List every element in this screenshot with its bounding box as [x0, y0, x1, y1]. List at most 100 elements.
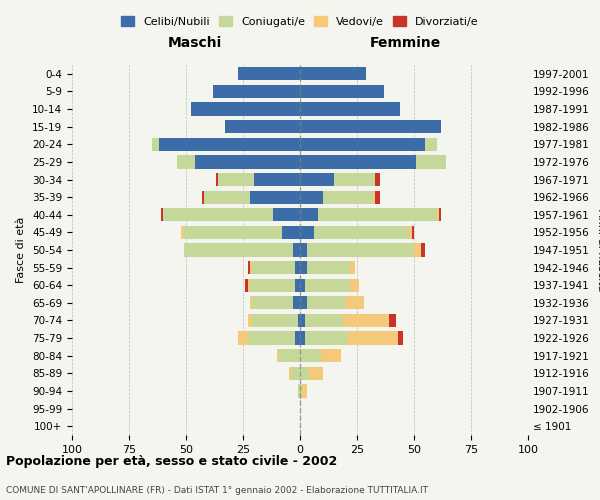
Bar — [248, 278, 250, 292]
Bar — [307, 261, 350, 274]
Bar — [184, 226, 282, 239]
Bar — [191, 102, 300, 116]
Bar — [295, 261, 300, 274]
Bar — [373, 190, 375, 204]
Y-axis label: Fasce di età: Fasce di età — [16, 217, 26, 283]
Text: Popolazione per età, sesso e stato civile - 2002: Popolazione per età, sesso e stato civil… — [6, 454, 337, 468]
Bar — [300, 261, 307, 274]
Bar — [250, 278, 295, 292]
Bar — [254, 173, 300, 186]
Bar — [305, 278, 350, 292]
Bar — [300, 366, 309, 380]
Bar — [375, 173, 380, 186]
Bar — [346, 296, 364, 310]
Bar — [298, 314, 300, 327]
Bar — [202, 190, 204, 204]
Bar — [389, 314, 396, 327]
Bar — [177, 156, 195, 168]
Bar — [163, 208, 272, 222]
Bar — [238, 67, 300, 80]
Bar — [250, 190, 300, 204]
Bar — [291, 366, 300, 380]
Bar — [252, 261, 295, 274]
Bar — [277, 349, 280, 362]
Bar — [323, 190, 373, 204]
Bar — [300, 156, 416, 168]
Bar — [300, 138, 425, 151]
Bar — [300, 120, 442, 134]
Bar — [307, 244, 414, 256]
Bar — [343, 314, 389, 327]
Bar — [293, 244, 300, 256]
Bar — [181, 226, 184, 239]
Bar — [305, 332, 348, 344]
Bar — [425, 138, 437, 151]
Bar — [302, 384, 307, 398]
Legend: Celibi/Nubili, Coniugati/e, Vedovi/e, Divorziati/e: Celibi/Nubili, Coniugati/e, Vedovi/e, Di… — [117, 12, 483, 31]
Bar — [314, 226, 409, 239]
Bar — [293, 296, 300, 310]
Text: Maschi: Maschi — [168, 36, 222, 50]
Bar — [250, 296, 252, 310]
Bar — [252, 296, 293, 310]
Bar — [409, 226, 412, 239]
Bar — [225, 120, 300, 134]
Bar — [350, 278, 359, 292]
Bar — [439, 208, 442, 222]
Bar — [300, 173, 334, 186]
Bar — [416, 156, 446, 168]
Bar — [300, 332, 305, 344]
Bar — [295, 278, 300, 292]
Bar — [252, 314, 298, 327]
Bar — [215, 173, 218, 186]
Bar — [300, 244, 307, 256]
Bar — [161, 208, 163, 222]
Bar — [421, 244, 425, 256]
Text: COMUNE DI SANT'APOLLINARE (FR) - Dati ISTAT 1° gennaio 2002 - Elaborazione TUTTI: COMUNE DI SANT'APOLLINARE (FR) - Dati IS… — [6, 486, 428, 495]
Bar — [300, 278, 305, 292]
Bar — [300, 67, 366, 80]
Bar — [289, 366, 291, 380]
Bar — [309, 366, 323, 380]
Bar — [375, 190, 380, 204]
Bar — [245, 278, 248, 292]
Y-axis label: Anni di nascita: Anni di nascita — [596, 209, 600, 291]
Bar — [300, 208, 318, 222]
Bar — [152, 138, 158, 151]
Bar — [280, 349, 300, 362]
Bar — [300, 384, 302, 398]
Bar — [320, 349, 341, 362]
Bar — [214, 85, 300, 98]
Text: Femmine: Femmine — [369, 36, 440, 50]
Bar — [412, 226, 414, 239]
Bar — [300, 102, 400, 116]
Bar — [282, 226, 300, 239]
Bar — [307, 296, 346, 310]
Bar — [348, 332, 398, 344]
Bar — [298, 384, 300, 398]
Bar — [334, 173, 375, 186]
Bar — [248, 314, 252, 327]
Bar — [300, 85, 385, 98]
Bar — [300, 226, 314, 239]
Bar — [414, 244, 421, 256]
Bar — [272, 208, 300, 222]
Bar — [204, 190, 250, 204]
Bar — [295, 332, 300, 344]
Bar — [158, 138, 300, 151]
Bar — [250, 261, 252, 274]
Bar — [184, 244, 293, 256]
Bar — [238, 332, 248, 344]
Bar — [300, 190, 323, 204]
Bar — [437, 208, 439, 222]
Bar — [248, 332, 295, 344]
Bar — [300, 296, 307, 310]
Bar — [248, 261, 250, 274]
Bar — [195, 156, 300, 168]
Bar — [300, 314, 305, 327]
Bar — [300, 349, 320, 362]
Bar — [218, 173, 254, 186]
Bar — [318, 208, 437, 222]
Bar — [350, 261, 355, 274]
Bar — [398, 332, 403, 344]
